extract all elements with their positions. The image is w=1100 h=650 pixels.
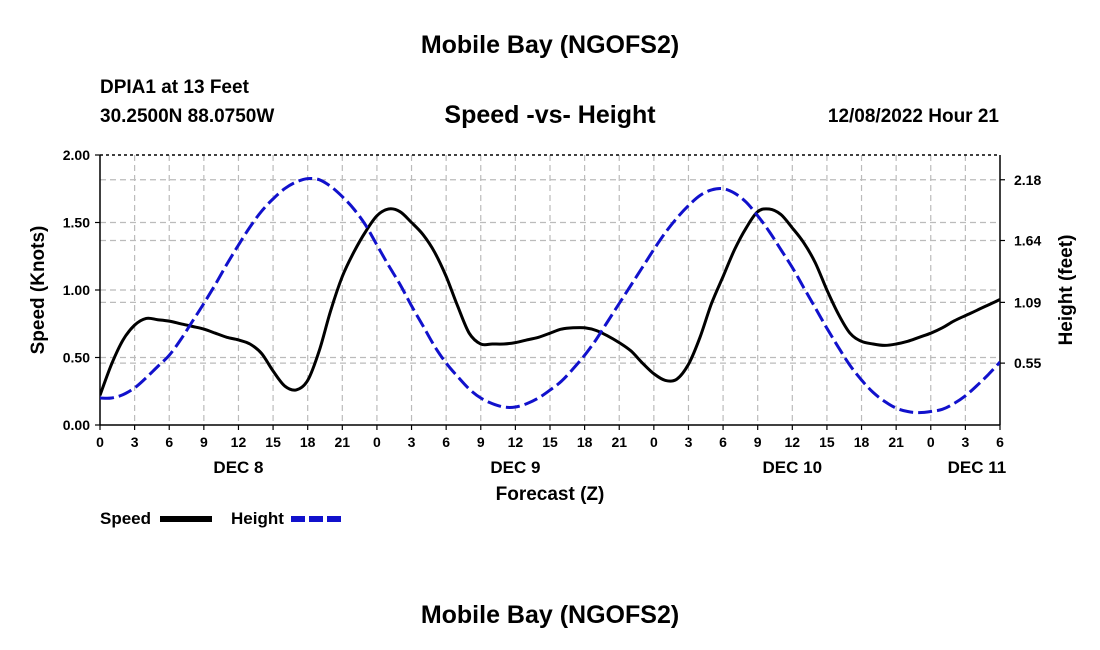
x-tick-label: 9: [477, 434, 485, 450]
datetime-label: 12/08/2022 Hour 21: [827, 106, 999, 127]
x-tick-label: 21: [611, 434, 627, 450]
chart-subtitle: Speed -vs- Height: [444, 101, 656, 129]
x-tick-label: 3: [131, 434, 139, 450]
x-tick-label: 0: [373, 434, 381, 450]
x-tick-label: 6: [442, 434, 450, 450]
day-label: DEC 11: [948, 458, 1007, 477]
legend-speed-swatch: [160, 516, 212, 522]
legend-height-swatch: [291, 516, 343, 522]
y-tick-label: 0.00: [63, 417, 90, 433]
coordinates-label: 30.2500N 88.0750W: [100, 106, 275, 127]
y-tick-label: 1.00: [63, 282, 90, 298]
x-tick-label: 0: [96, 434, 104, 450]
y-axis-title: Speed (Knots): [28, 226, 49, 355]
y-tick-label: 0.50: [63, 350, 90, 366]
height-series-line: [100, 176, 1000, 415]
day-label: DEC 10: [763, 458, 823, 477]
x-tick-label: 18: [300, 434, 316, 450]
footer-title: Mobile Bay (NGOFS2): [420, 601, 680, 629]
x-tick-label: 12: [231, 434, 247, 450]
y2-tick-label: 2.18: [1014, 172, 1041, 188]
y2-tick-label: 0.55: [1014, 355, 1041, 371]
x-tick-label: 0: [650, 434, 658, 450]
x-tick-label: 12: [785, 434, 801, 450]
x-tick-label: 15: [542, 434, 558, 450]
x-tick-label: 3: [408, 434, 416, 450]
speed-series-line: [100, 207, 1000, 396]
page-title: Mobile Bay (NGOFS2): [420, 31, 680, 59]
x-tick-label: 9: [200, 434, 208, 450]
y-tick-label: 2.00: [63, 147, 90, 163]
legend-speed-label: Speed: [100, 509, 152, 528]
x-tick-label: 6: [165, 434, 173, 450]
x-axis-title: Forecast (Z): [496, 484, 605, 505]
x-tick-label: 9: [754, 434, 762, 450]
x-tick-label: 15: [265, 434, 281, 450]
x-tick-label: 18: [854, 434, 870, 450]
day-label: DEC 8: [213, 458, 263, 477]
day-label: DEC 9: [490, 458, 540, 477]
x-tick-label: 12: [508, 434, 524, 450]
station-label: DPIA1 at 13 Feet: [100, 77, 249, 98]
x-tick-label: 6: [996, 434, 1004, 450]
x-tick-label: 15: [819, 434, 835, 450]
x-tick-label: 3: [685, 434, 693, 450]
x-tick-label: 0: [927, 434, 935, 450]
legend-height-label: Height: [231, 509, 284, 528]
x-tick-label: 21: [888, 434, 904, 450]
y2-tick-label: 1.64: [1014, 233, 1041, 249]
y2-tick-label: 1.09: [1014, 294, 1041, 310]
x-tick-label: 21: [335, 434, 351, 450]
x-tick-label: 3: [961, 434, 969, 450]
x-tick-label: 18: [577, 434, 593, 450]
y-tick-label: 1.50: [63, 215, 90, 231]
y2-axis-title: Height (feet): [1056, 235, 1077, 346]
x-tick-label: 6: [719, 434, 727, 450]
